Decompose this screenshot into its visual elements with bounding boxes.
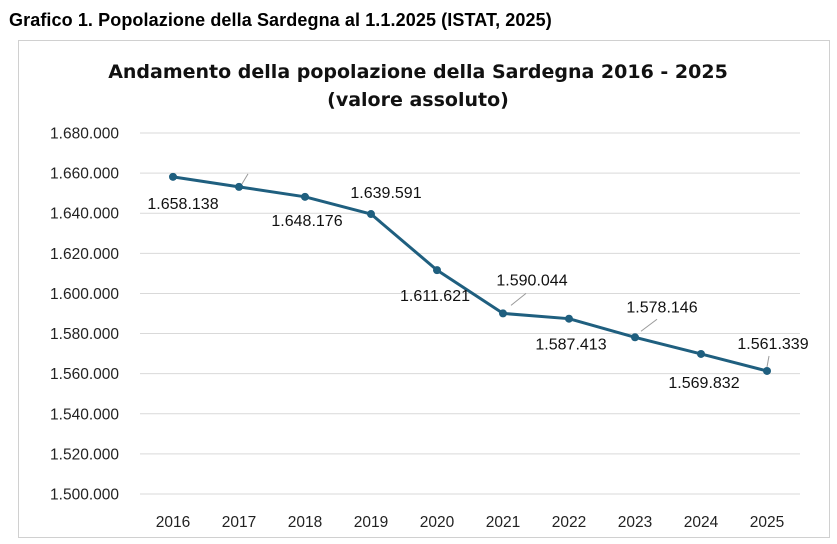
chart-title: Andamento della popolazione della Sardeg… <box>108 61 728 83</box>
label-leader-line <box>766 355 770 368</box>
y-tick-label: 1.680.000 <box>50 126 119 143</box>
data-point <box>433 266 441 275</box>
y-tick-label: 1.560.000 <box>50 366 119 383</box>
y-tick-label: 1.620.000 <box>50 246 119 263</box>
data-point <box>763 366 771 375</box>
x-tick-label: 2017 <box>222 514 256 531</box>
y-tick-label: 1.540.000 <box>50 406 119 423</box>
label-leader-line <box>241 173 249 185</box>
data-label: 1.648.176 <box>271 213 342 230</box>
data-label: 1.611.621 <box>400 288 470 305</box>
chart-subtitle: (valore assoluto) <box>327 89 509 111</box>
data-label: 1.658.138 <box>147 196 218 213</box>
data-label: 1.578.146 <box>626 299 697 316</box>
data-point <box>631 333 639 342</box>
y-tick-label: 1.640.000 <box>50 206 119 223</box>
data-point <box>565 314 573 323</box>
x-tick-label: 2021 <box>486 514 520 531</box>
data-point <box>169 172 177 181</box>
data-point <box>697 349 705 358</box>
y-tick-label: 1.500.000 <box>50 487 119 504</box>
x-tick-label: 2016 <box>156 514 190 531</box>
data-label: 1.561.339 <box>737 336 808 353</box>
chart-frame <box>18 40 830 538</box>
data-point <box>235 182 243 191</box>
label-leader-line <box>640 318 658 332</box>
x-tick-label: 2019 <box>354 514 388 531</box>
figure-caption: Grafico 1. Popolazione della Sardegna al… <box>9 10 552 30</box>
data-label: 1.587.413 <box>535 337 606 354</box>
y-tick-label: 1.520.000 <box>50 446 119 463</box>
x-tick-label: 2020 <box>420 514 455 531</box>
x-tick-label: 2025 <box>750 514 784 531</box>
series-line <box>172 175 768 373</box>
y-tick-label: 1.600.000 <box>50 286 119 303</box>
data-point <box>301 192 309 201</box>
data-label: 1.590.044 <box>496 272 567 289</box>
data-label: 1.569.832 <box>668 375 739 392</box>
x-tick-label: 2018 <box>288 514 322 531</box>
x-tick-label: 2024 <box>684 514 719 531</box>
y-tick-label: 1.580.000 <box>50 326 119 343</box>
data-point <box>499 309 507 318</box>
x-tick-label: 2022 <box>552 514 586 531</box>
data-point <box>367 210 375 219</box>
label-leader-line <box>510 293 527 306</box>
data-label: 1.639.591 <box>350 185 421 202</box>
y-tick-label: 1.660.000 <box>50 166 119 183</box>
x-tick-label: 2023 <box>618 514 652 531</box>
